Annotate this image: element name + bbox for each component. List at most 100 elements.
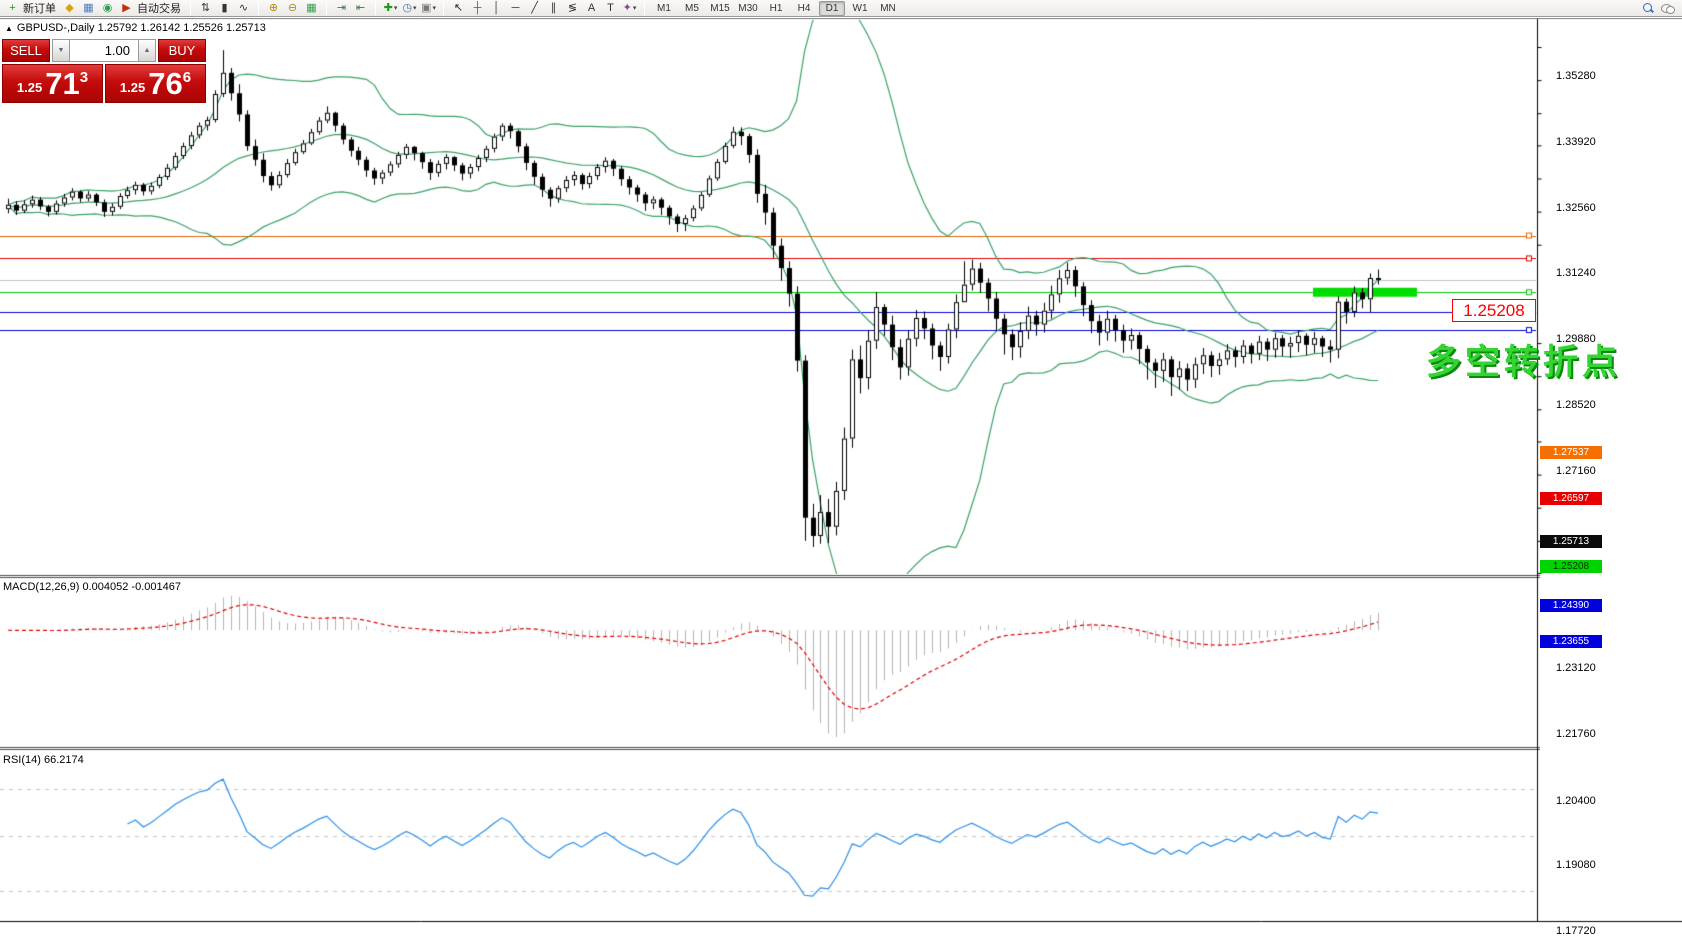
toolbar-separator bbox=[375, 1, 376, 15]
price-tick-label: 1.19080 bbox=[1556, 858, 1596, 871]
dropdown-caret-icon[interactable]: ▾ bbox=[432, 4, 436, 12]
toolbar: + 新订单 ◆ ▦ ◉ ▶ 自动交易 ⇅ ▮ ∿ ⊕ ⊖ ▦ ⇥ ⇤ ✚ ▾ ◷ ▾ ▣ ▾ ↖ ┼ │ ─ ╱ ∥ ≶ A T… bbox=[0, 0, 1682, 17]
price-tick-label: 1.33920 bbox=[1556, 136, 1596, 149]
toolbar-separator bbox=[326, 1, 327, 15]
timeframe-m5-button[interactable]: M5 bbox=[685, 2, 699, 14]
price-tick-label: 1.28520 bbox=[1556, 399, 1596, 412]
buy-price-pip: 6 bbox=[182, 69, 192, 86]
zoom-out-icon[interactable]: ⊖ bbox=[287, 1, 298, 14]
timeframe-m15-button[interactable]: M15 bbox=[710, 2, 730, 14]
auto-scroll-icon[interactable]: ⇥ bbox=[336, 1, 347, 14]
price-marker-1.26597: 1.26597 bbox=[1540, 491, 1602, 505]
toolbar-group-chart-type: ⇅ ▮ ∿ bbox=[193, 0, 256, 17]
text-icon[interactable]: A bbox=[587, 1, 596, 14]
sell-price-main: 71 bbox=[45, 66, 80, 101]
toolbar-group-scroll: ⇥ ⇤ bbox=[329, 0, 373, 17]
autotrade-label[interactable]: 自动交易 bbox=[137, 3, 181, 15]
sell-price-pip: 3 bbox=[79, 69, 89, 86]
price-marker-1.24390: 1.24390 bbox=[1540, 599, 1602, 613]
price-tick-label: 1.17720 bbox=[1556, 925, 1596, 938]
toolbar-separator bbox=[644, 1, 645, 15]
toolbar-group-orders: + 新订单 ◆ ▦ ◉ ▶ 自动交易 bbox=[0, 0, 188, 17]
toolbar-group-right bbox=[1638, 1, 1682, 16]
toolbar-separator bbox=[443, 1, 444, 15]
price-chart-canvas[interactable] bbox=[0, 18, 1682, 940]
turning-point-annotation[interactable]: 多空转折点 bbox=[1426, 343, 1622, 382]
price-tick-label: 1.27160 bbox=[1556, 465, 1596, 478]
funnel-icon[interactable]: ◆ bbox=[65, 1, 74, 14]
timeframe-m1-button[interactable]: M1 bbox=[657, 2, 671, 14]
price-marker-1.27537: 1.27537 bbox=[1540, 446, 1602, 460]
zoom-in-icon[interactable]: ⊕ bbox=[268, 1, 279, 14]
sell-price-box[interactable]: 1.25 71 3 bbox=[2, 64, 103, 103]
macd-indicator-label: MACD(12,26,9) 0.004052 -0.001467 bbox=[3, 581, 181, 593]
symbol-ohlc-text: GBPUSD-,Daily 1.25792 1.26142 1.25526 1.… bbox=[16, 22, 266, 34]
horizontal-line-icon[interactable]: ─ bbox=[511, 1, 520, 14]
volume-increase-button[interactable]: ▲ bbox=[138, 39, 156, 62]
timeframe-h1-button[interactable]: H1 bbox=[769, 2, 783, 14]
price-tick-label: 1.21760 bbox=[1556, 728, 1596, 741]
price-tick-label: 1.31240 bbox=[1556, 266, 1596, 279]
buy-price-box[interactable]: 1.25 76 6 bbox=[105, 64, 206, 103]
toolbar-group-drawing: ↖ ┼ │ ─ ╱ ∥ ≶ A T ✦ ▾ bbox=[446, 0, 642, 17]
price-tick-label: 1.29880 bbox=[1556, 332, 1596, 345]
autotrade-icon[interactable]: ▶ bbox=[122, 1, 131, 14]
chat-icon[interactable] bbox=[1658, 1, 1675, 16]
dropdown-caret-icon[interactable]: ▾ bbox=[413, 4, 417, 12]
crosshair-icon[interactable]: ┼ bbox=[473, 1, 482, 14]
chart-shift-icon[interactable]: ⇤ bbox=[355, 1, 366, 14]
tile-windows-icon[interactable]: ▦ bbox=[306, 1, 317, 14]
one-click-trading-panel: SELL ▼ 1.00 ▲ BUY 1.25 71 3 1.25 76 6 bbox=[2, 39, 206, 103]
toolbar-separator bbox=[190, 1, 191, 15]
charts-window-icon[interactable]: ▦ bbox=[83, 1, 94, 14]
chart-window: ▲ GBPUSD-,Daily 1.25792 1.26142 1.25526 1… bbox=[0, 18, 1682, 940]
price-marker-1.23655: 1.23655 bbox=[1540, 635, 1602, 649]
collapse-arrow-icon[interactable]: ▲ bbox=[5, 24, 13, 33]
timeframe-d1-button[interactable]: D1 bbox=[819, 0, 845, 16]
volume-decrease-button[interactable]: ▼ bbox=[52, 39, 70, 62]
timeframe-m30-button[interactable]: M30 bbox=[738, 2, 758, 14]
templates-icon[interactable]: ▣ ▾ bbox=[421, 1, 436, 14]
price-tick-label: 1.35280 bbox=[1556, 70, 1596, 82]
toolbar-group-indicators: ✚ ▾ ◷ ▾ ▣ ▾ bbox=[378, 0, 441, 17]
buy-button[interactable]: BUY bbox=[158, 39, 206, 62]
price-tick-label: 1.20400 bbox=[1556, 794, 1596, 807]
sell-price-prefix: 1.25 bbox=[16, 80, 43, 95]
candlestick-chart-icon[interactable]: ▮ bbox=[221, 1, 228, 14]
price-tick-label: 1.32560 bbox=[1556, 202, 1596, 215]
cursor-icon[interactable]: ↖ bbox=[453, 1, 464, 14]
text-label-icon[interactable]: T bbox=[607, 1, 614, 14]
search-icon[interactable] bbox=[1639, 1, 1656, 16]
price-marker-1.25208: 1.25208 bbox=[1540, 559, 1602, 573]
dropdown-caret-icon[interactable]: ▾ bbox=[393, 4, 398, 12]
toolbar-group-timeframes: M1 M5 M15 M30 H1 H4 D1 W1 MN bbox=[647, 0, 905, 17]
vertical-line-icon[interactable]: │ bbox=[493, 1, 500, 14]
price-callout-label[interactable]: 1.25208 bbox=[1452, 299, 1536, 322]
toolbar-group-zoom: ⊕ ⊖ ▦ bbox=[261, 0, 324, 17]
signals-icon[interactable]: ◉ bbox=[102, 1, 113, 14]
volume-input[interactable]: 1.00 bbox=[70, 39, 138, 62]
sell-button[interactable]: SELL bbox=[2, 39, 50, 62]
channel-icon[interactable]: ∥ bbox=[550, 1, 557, 14]
timeframe-w1-button[interactable]: W1 bbox=[852, 2, 868, 14]
arrows-icon[interactable]: ✦ ▾ bbox=[622, 1, 637, 14]
dropdown-caret-icon[interactable]: ▾ bbox=[632, 4, 637, 12]
periods-icon[interactable]: ◷ ▾ bbox=[402, 1, 417, 14]
toolbar-separator bbox=[258, 1, 259, 15]
line-chart-icon[interactable]: ∿ bbox=[238, 1, 249, 14]
buy-price-main: 76 bbox=[148, 66, 183, 101]
price-tick-label: 1.23120 bbox=[1556, 662, 1596, 675]
fibonacci-icon[interactable]: ≶ bbox=[567, 1, 578, 14]
new-order-icon[interactable]: + bbox=[9, 1, 16, 14]
price-marker-1.25713: 1.25713 bbox=[1540, 534, 1602, 548]
bar-chart-icon[interactable]: ⇅ bbox=[200, 1, 211, 14]
indicators-icon[interactable]: ✚ ▾ bbox=[383, 1, 398, 14]
timeframe-mn-button[interactable]: MN bbox=[880, 2, 896, 14]
new-order-label[interactable]: 新订单 bbox=[23, 3, 56, 15]
trendline-icon[interactable]: ╱ bbox=[531, 1, 538, 14]
timeframe-h4-button[interactable]: H4 bbox=[797, 2, 811, 14]
buy-price-prefix: 1.25 bbox=[119, 80, 146, 95]
rsi-indicator-label: RSI(14) 66.2174 bbox=[3, 754, 84, 766]
symbol-ohlc-header: ▲ GBPUSD-,Daily 1.25792 1.26142 1.25526 1… bbox=[5, 22, 266, 34]
